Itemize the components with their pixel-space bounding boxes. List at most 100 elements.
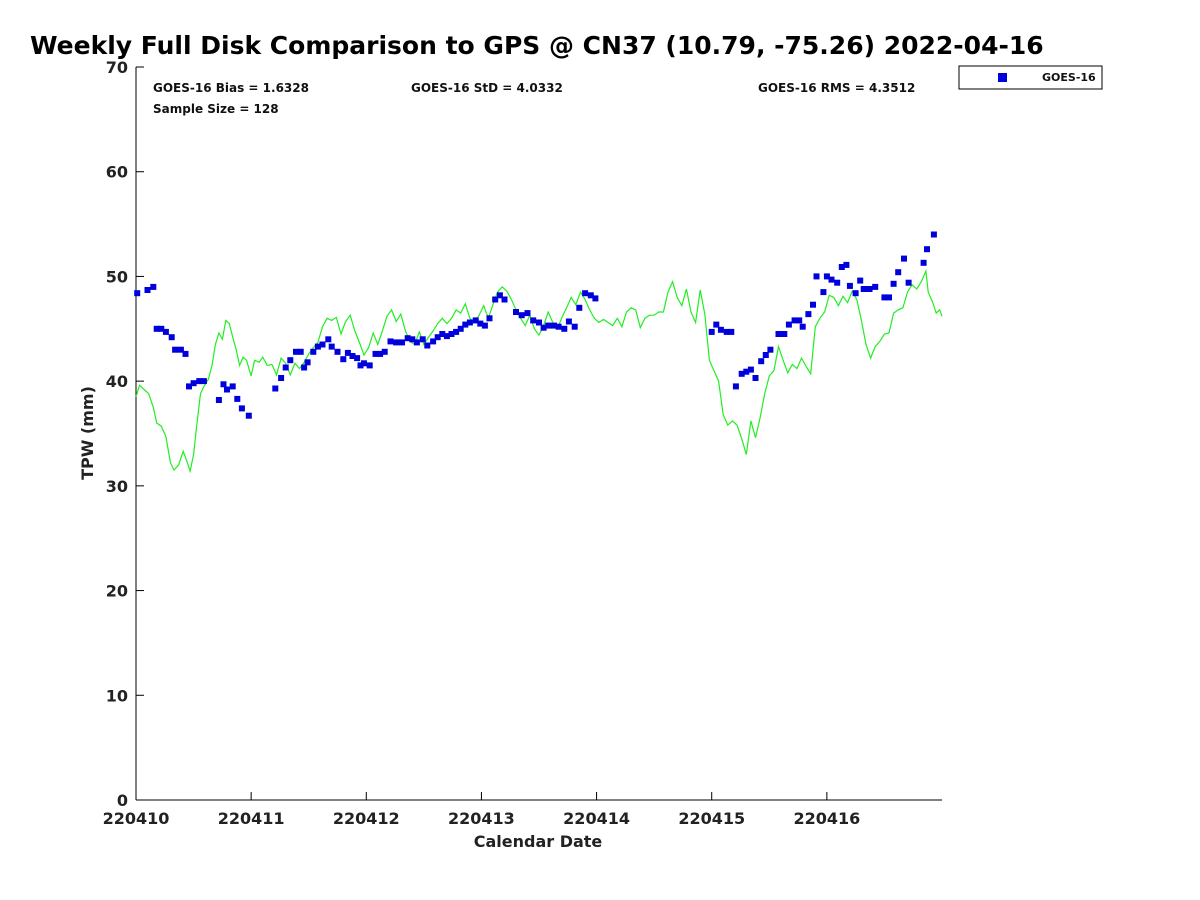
goes-16-point <box>492 296 499 303</box>
legend-box <box>958 65 1103 90</box>
y-tick-label: 20 <box>106 582 128 601</box>
chart-title: Weekly Full Disk Comparison to GPS @ CN3… <box>30 31 1044 60</box>
x-axis-ticks: 220410 220411 220412 220413 220414 220415 2204… <box>103 792 860 828</box>
goes-16-point <box>361 360 367 367</box>
goes-16-point <box>293 348 299 355</box>
goes-16-point <box>592 295 599 302</box>
goes-16-point <box>434 334 441 341</box>
goes-16-point <box>587 292 594 299</box>
goes-16-point <box>357 362 364 369</box>
goes-16-point <box>297 348 304 355</box>
goes-16-point <box>823 273 830 280</box>
goes-16-point <box>857 277 864 284</box>
y-tick-label: 0 <box>117 791 128 810</box>
goes-16-point <box>372 350 379 357</box>
plot-area: 0 10 20 30 40 50 60 70 220410 220411 220412 220413… <box>103 58 943 828</box>
goes-16-point <box>443 333 450 340</box>
sample-size-stat: Sample Size = 128 <box>153 102 279 116</box>
goes-16-point <box>349 353 356 359</box>
goes-16-point <box>866 286 873 292</box>
goes-16-point <box>245 412 252 419</box>
goes-16-point <box>304 359 311 366</box>
goes-16-point <box>287 357 294 364</box>
goes-16-point <box>846 282 853 289</box>
goes-16-point <box>530 317 537 324</box>
goes-16-point <box>325 336 332 343</box>
goes-16-point <box>190 380 197 387</box>
goes-16-point <box>496 292 503 299</box>
x-axis-label: Calendar Date <box>474 832 603 851</box>
y-tick-label: 60 <box>106 163 128 182</box>
bias-stat: GOES-16 Bias = 1.6328 <box>153 81 309 95</box>
goes-16-point <box>895 269 902 276</box>
goes-16-point <box>481 322 488 329</box>
goes-16-point <box>354 355 361 362</box>
goes-16-point <box>813 273 820 280</box>
goes-16-point <box>930 231 937 238</box>
goes-16-point <box>775 331 782 337</box>
goes-16-point <box>501 296 508 303</box>
goes-16-point <box>791 317 798 324</box>
goes-16-point <box>340 356 347 363</box>
goes-16-point <box>477 320 484 327</box>
goes-16-point <box>752 375 759 381</box>
goes-16-point <box>462 321 469 328</box>
goes-16-point <box>540 324 547 331</box>
goes-16-point <box>728 328 735 335</box>
goes-16-point <box>430 338 437 345</box>
goes-16-point <box>472 317 479 324</box>
y-axis-ticks: 0 10 20 30 40 50 60 70 <box>106 58 144 810</box>
goes-16-point <box>224 386 230 393</box>
goes-16-point <box>278 375 285 381</box>
goes-16-point <box>393 339 400 346</box>
goes-16-series <box>134 231 937 419</box>
goes-16-point <box>310 348 317 355</box>
gps-series-line <box>135 268 943 474</box>
goes-16-point <box>743 368 750 375</box>
goes-16-point <box>404 335 411 342</box>
goes-16-point <box>881 294 888 301</box>
x-tick-label: 220415 <box>678 809 745 828</box>
goes-16-point <box>810 301 816 308</box>
goes-16-point <box>536 319 542 326</box>
goes-16-point <box>200 378 207 385</box>
goes-16-point <box>762 352 769 358</box>
y-tick-label: 30 <box>106 477 128 496</box>
goes-16-point <box>838 264 845 270</box>
goes-16-point <box>723 328 730 335</box>
goes-16-point <box>366 362 373 369</box>
goes-16-point <box>524 310 531 317</box>
goes-16-point <box>576 304 583 311</box>
goes-16-point <box>924 246 930 253</box>
goes-16-point <box>843 261 850 268</box>
goes-16-point <box>172 346 179 353</box>
goes-16-point <box>377 350 384 357</box>
goes-16-point <box>334 348 341 355</box>
x-tick-label: 220411 <box>218 809 285 828</box>
goes-16-point <box>453 328 460 335</box>
goes-16-point <box>920 259 927 266</box>
goes-16-point <box>518 312 525 319</box>
goes-16-point <box>399 339 405 346</box>
y-tick-label: 10 <box>106 686 128 705</box>
std-stat: GOES-16 StD = 4.0332 <box>411 81 563 95</box>
goes-16-point <box>905 279 912 286</box>
goes-16-point <box>272 385 279 392</box>
goes-16-point <box>153 325 160 332</box>
goes-16-point <box>713 321 720 328</box>
goes-16-point <box>238 405 245 412</box>
goes-16-point <box>717 326 724 333</box>
goes-16-point <box>555 323 562 330</box>
goes-16-point <box>314 343 321 350</box>
goes-16-point <box>901 255 907 262</box>
goes-16-point <box>457 325 464 332</box>
goes-16-point <box>328 343 335 350</box>
goes-16-point <box>144 287 151 293</box>
goes-16-point <box>134 290 141 297</box>
goes-16-point <box>486 315 493 322</box>
legend-marker-goes-16 <box>998 73 1007 82</box>
goes-16-point <box>834 279 841 286</box>
goes-16-point <box>820 289 827 296</box>
goes-16-point <box>561 325 568 332</box>
